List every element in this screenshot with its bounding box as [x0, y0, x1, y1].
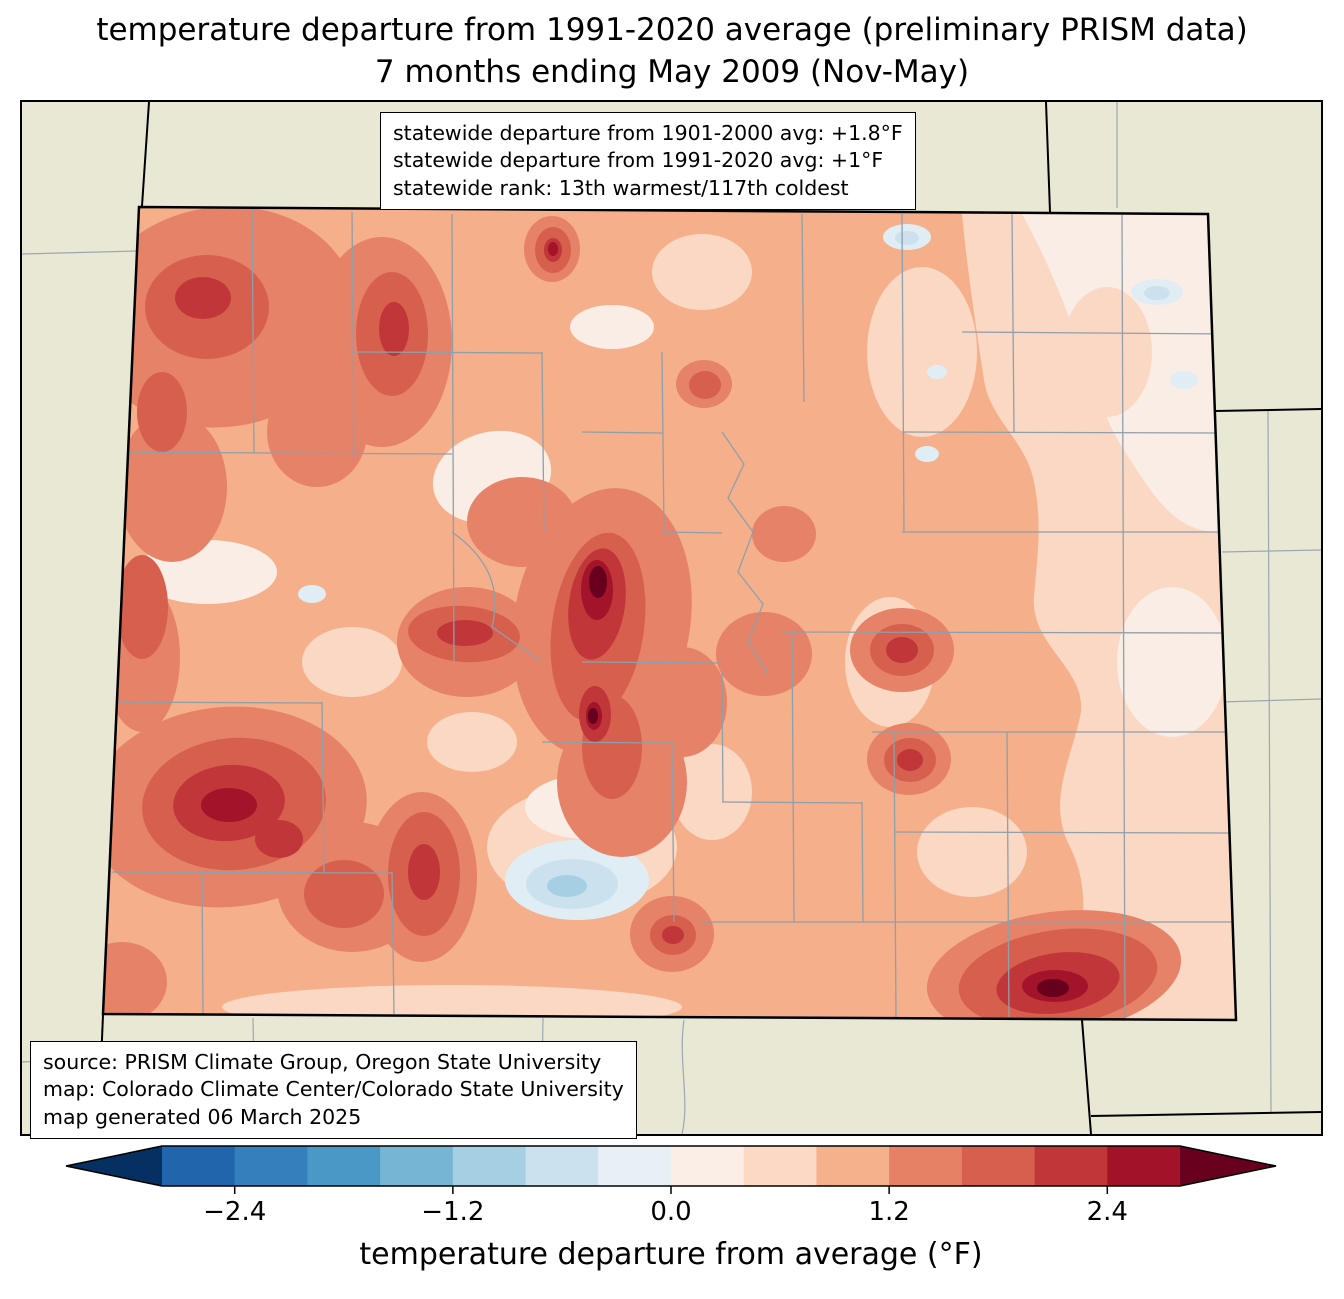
- colorbar-tick-marks: [233, 1186, 1109, 1194]
- colorbar-segment: [307, 1146, 381, 1186]
- statewide-stats-box: statewide departure from 1901-2000 avg: …: [380, 112, 916, 211]
- colorbar-left-arrow: [66, 1146, 162, 1186]
- county-lines: [106, 209, 1235, 1018]
- source-line-2: map: Colorado Climate Center/Colorado St…: [43, 1077, 624, 1102]
- contour-fills: [103, 207, 1236, 1020]
- colorbar-tick-label: 1.2: [868, 1197, 910, 1227]
- colorbar-segment: [743, 1146, 818, 1186]
- colorbar-segment: [816, 1146, 890, 1186]
- colorbar-segment: [525, 1146, 600, 1186]
- stats-line-3: statewide rank: 13th warmest/117th colde…: [393, 175, 849, 200]
- stats-line-1: statewide departure from 1901-2000 avg: …: [393, 121, 903, 145]
- source-attribution-box: source: PRISM Climate Group, Oregon Stat…: [30, 1041, 637, 1140]
- colorbar-segment: [162, 1146, 236, 1186]
- map-axes-frame: [20, 100, 1323, 1136]
- figure-title-line-2: 7 months ending May 2009 (Nov-May): [374, 54, 970, 90]
- contour-level-plus22: [173, 238, 1120, 1014]
- colorbar-segment: [961, 1146, 1036, 1186]
- colorbar-outline: [65, 1145, 1277, 1187]
- colorbar-segments: [162, 1146, 1180, 1186]
- state-outline: [101, 205, 1238, 1022]
- colorbar-segment: [452, 1146, 527, 1186]
- stats-line-2: statewide departure from 1991-2020 avg: …: [393, 148, 884, 173]
- figure-title-line-1: temperature departure from 1991-2020 ave…: [96, 12, 1248, 48]
- colorbar-right-arrow: [1180, 1146, 1276, 1186]
- colorbar-svg: [65, 1145, 1277, 1194]
- colorado-temperature-map: [22, 102, 1321, 1134]
- contour-level-plus30: [588, 566, 1069, 997]
- colorbar-segment: [380, 1146, 454, 1186]
- colorbar: [65, 1145, 1277, 1196]
- colorbar-tick-label: −2.4: [203, 1197, 267, 1227]
- colorbar-tick-labels: −2.4 −1.2 0.0 1.2 2.4: [66, 1197, 1276, 1231]
- colorbar-axis-label: temperature departure from average (°F): [359, 1237, 983, 1272]
- colorbar-segment: [671, 1146, 745, 1186]
- colorbar-tick-label: −1.2: [421, 1197, 485, 1227]
- contour-negative-spots: [298, 224, 1198, 920]
- colorbar-segment: [598, 1146, 672, 1186]
- colorbar-segment: [234, 1146, 309, 1186]
- contour-accent-plus06: [1062, 287, 1152, 417]
- colorbar-segment: [1034, 1146, 1109, 1186]
- source-line-1: source: PRISM Climate Group, Oregon Stat…: [43, 1050, 602, 1074]
- colorbar-segment: [889, 1146, 963, 1186]
- source-line-3: map generated 06 March 2025: [43, 1104, 362, 1129]
- neighbor-county-lines: [22, 102, 1321, 1134]
- colorbar-tick-label: 0.0: [650, 1197, 692, 1227]
- colorbar-tick-label: 2.4: [1086, 1197, 1128, 1227]
- colorbar-segment: [1107, 1146, 1180, 1186]
